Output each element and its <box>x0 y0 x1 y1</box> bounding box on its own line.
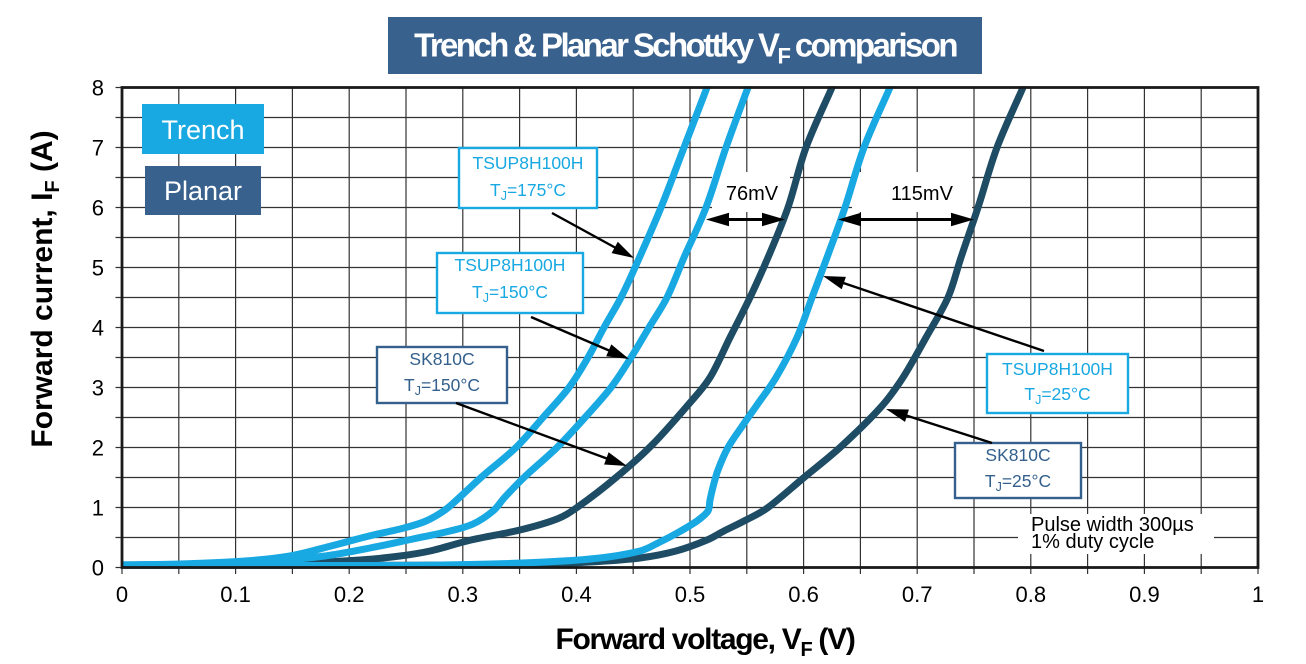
svg-text:0.6: 0.6 <box>788 582 819 607</box>
svg-text:SK810C: SK810C <box>985 445 1050 465</box>
svg-text:TJ=25°C: TJ=25°C <box>1024 384 1090 407</box>
svg-text:TSUP8H100H: TSUP8H100H <box>455 255 566 275</box>
svg-text:TJ=25°C: TJ=25°C <box>985 471 1051 494</box>
svg-text:1: 1 <box>1252 582 1264 607</box>
svg-text:Pulse width 300µs: Pulse width 300µs <box>1031 514 1194 536</box>
svg-text:6: 6 <box>92 196 104 221</box>
svg-text:0.7: 0.7 <box>902 582 933 607</box>
svg-text:0.1: 0.1 <box>220 582 251 607</box>
svg-text:0.5: 0.5 <box>675 582 706 607</box>
svg-text:0.3: 0.3 <box>448 582 479 607</box>
svg-text:0: 0 <box>116 582 128 607</box>
svg-text:SK810C: SK810C <box>409 349 474 369</box>
svg-text:7: 7 <box>92 136 104 161</box>
svg-text:0: 0 <box>92 556 104 581</box>
svg-text:TJ=150°C: TJ=150°C <box>472 282 548 305</box>
svg-text:4: 4 <box>92 316 104 341</box>
svg-text:115mV: 115mV <box>891 183 954 205</box>
svg-text:TSUP8H100H: TSUP8H100H <box>473 153 584 173</box>
svg-text:0.4: 0.4 <box>561 582 592 607</box>
svg-text:TJ=175°C: TJ=175°C <box>490 180 566 203</box>
svg-text:0.8: 0.8 <box>1016 582 1047 607</box>
svg-text:76mV: 76mV <box>726 183 779 205</box>
svg-text:Forward current, IF (A): Forward current, IF (A) <box>26 130 64 447</box>
svg-text:2: 2 <box>92 436 104 461</box>
svg-text:TSUP8H100H: TSUP8H100H <box>1002 359 1113 379</box>
svg-text:0.2: 0.2 <box>334 582 365 607</box>
svg-text:1: 1 <box>92 496 104 521</box>
svg-text:8: 8 <box>92 76 104 101</box>
svg-text:Forward voltage, VF (V): Forward voltage, VF (V) <box>555 623 854 661</box>
svg-text:TJ=150°C: TJ=150°C <box>404 375 480 398</box>
svg-text:3: 3 <box>92 376 104 401</box>
svg-text:Planar: Planar <box>164 176 242 206</box>
svg-text:5: 5 <box>92 256 104 281</box>
svg-text:Trench: Trench <box>161 115 244 145</box>
svg-text:1% duty cycle: 1% duty cycle <box>1031 531 1154 553</box>
svg-text:0.9: 0.9 <box>1129 582 1160 607</box>
svg-text:Trench & Planar Schottky VF co: Trench & Planar Schottky VF comparison <box>414 27 957 69</box>
